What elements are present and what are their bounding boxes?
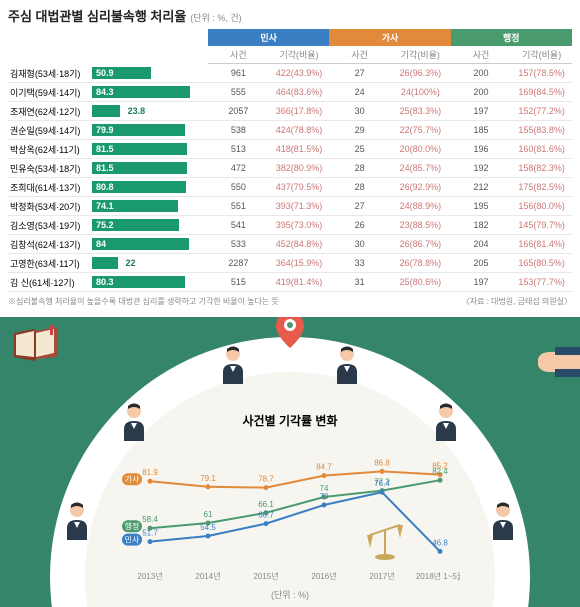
source: 〈자료 : 대법원, 금태섭 의원실〉 [462,296,572,307]
table-row: 조희대(61세·13기)80.8550437(79.5%)2826(92.9%)… [8,178,572,197]
footnote: ※심리불속행 처리율이 높을수록 대법관 심리를 생략하고 기각한 비율이 높다… [8,296,279,307]
svg-text:79.1: 79.1 [200,474,216,483]
svg-text:61: 61 [204,510,213,519]
table-row: 김창석(62세·13기)84533452(84.8%)3026(86.7%)20… [8,235,572,254]
svg-text:51.7: 51.7 [142,529,158,538]
table-row: 고영한(63세·11기)222287364(15.9%)3326(78.8%)2… [8,254,572,273]
person-icon [61,500,93,540]
table-title: 주심 대법관별 심리불속행 처리율 [8,6,186,25]
svg-text:행정: 행정 [125,521,140,531]
svg-text:82.4: 82.4 [432,467,448,476]
table-row: 김재형(53세·18기)50.9961422(43.9%)2726(96.3%)… [8,64,572,83]
person-icon [217,344,249,384]
table-row: 김 신(61세·12기)80.3515419(81.4%)3125(80.6%)… [8,273,572,292]
table-section: 주심 대법관별 심리불속행 처리율 (단위 : %, 건) 민사사건기각(비율)… [0,0,580,313]
svg-text:81.9: 81.9 [142,468,158,477]
table-row: 민유숙(53세·18기)81.5472382(80.9%)2824(85.7%)… [8,159,572,178]
svg-text:민사: 민사 [125,535,140,545]
svg-text:가사: 가사 [125,475,140,484]
svg-text:78.7: 78.7 [258,475,274,484]
table-row: 권순일(59세·14기)79.9538424(78.8%)2922(75.7%)… [8,121,572,140]
line-chart: 사건별 기각률 변화 2013년2014년2015년2016년2017년2018… [120,412,460,592]
svg-text:70: 70 [320,492,329,501]
svg-text:46.8: 46.8 [432,538,448,547]
table-row: 조재연(62세·12기)23.82057366(17.8%)3025(83.3%… [8,102,572,121]
table-row: 이기택(59세·14기)84.3555464(83.6%)2424(100%)2… [8,83,572,102]
svg-text:58.4: 58.4 [142,515,158,524]
chart-unit: (단위 : %) [120,588,460,601]
svg-text:54.5: 54.5 [200,523,216,532]
svg-text:66.1: 66.1 [258,500,274,509]
table-row: 박상옥(62세·11기)81.5513418(81.5%)2520(80.0%)… [8,140,572,159]
table-row: 김소영(53세·19기)75.2541395(73.0%)2623(88.5%)… [8,216,572,235]
table-row: 박정화(53세·20기)74.1551393(71.3%)2724(88.9%)… [8,197,572,216]
infographic-section: 사건별 기각률 변화 2013년2014년2015년2016년2017년2018… [0,317,580,607]
svg-text:86.8: 86.8 [374,458,390,467]
svg-text:84.7: 84.7 [316,463,332,472]
table-unit: (단위 : %, 건) [190,11,241,24]
person-icon [331,344,363,384]
svg-text:60.7: 60.7 [258,511,274,520]
person-icon [487,500,519,540]
svg-text:76.4: 76.4 [374,479,390,488]
chart-title: 사건별 기각률 변화 [120,412,460,429]
table-header: 민사사건기각(비율)가사사건기각(비율)행정사건기각(비율) [8,29,572,64]
